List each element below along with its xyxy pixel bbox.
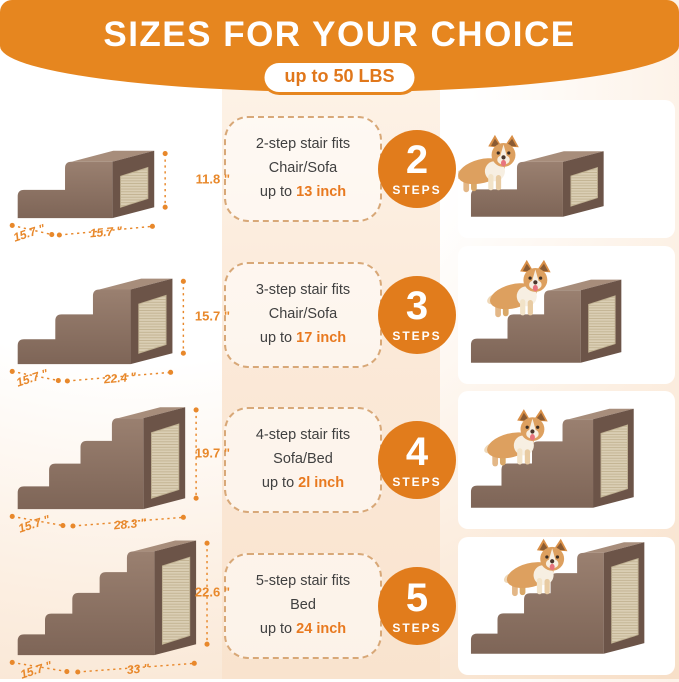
steps-count-badge: 2 STEPS: [378, 129, 456, 208]
stair-illustration: [2, 244, 230, 386]
size-rows: 11.8 " 15.7 " 15.7 " 2-step stair fits C…: [0, 96, 679, 681]
dog-on-stairs-photo: [458, 391, 675, 530]
fit-line-2: Chair/Sofa: [268, 305, 338, 322]
stair-illustration: [2, 535, 230, 677]
steps-count-badge: 5 STEPS: [378, 567, 456, 646]
header-banner: SIZES FOR YOUR CHOICE: [0, 0, 679, 92]
fit-height-highlight: 13 inch: [296, 183, 347, 200]
dog-stair-illustration: [458, 100, 675, 238]
height-dimension-label: 15.7 ": [194, 308, 230, 324]
dog-stair-illustration: [458, 246, 675, 384]
fit-line-1: 5-step stair fits: [255, 573, 351, 590]
fit-line-1: 3-step stair fits: [255, 281, 351, 298]
size-row-5-steps: 22.6 " 15.7 " 33 " 5-step stair fits Bed…: [0, 533, 679, 681]
fit-line-3: up to 2l inch: [261, 475, 345, 492]
width-dimension-label: 22.4 ": [103, 369, 137, 387]
fit-line-3: up to 13 inch: [259, 183, 347, 200]
fit-line-2: Bed: [290, 597, 316, 614]
fit-height-highlight: 24 inch: [296, 621, 347, 638]
fit-info-card: 4-step stair fits Sofa/Bed up to 2l inch: [224, 407, 382, 514]
product-photo-with-dimensions: 15.7 " 15.7 " 22.4 ": [2, 244, 230, 390]
steps-number: 5: [405, 575, 429, 620]
height-dimension-label: 22.6 ": [194, 584, 230, 600]
dog-on-stairs-photo: [458, 537, 675, 676]
product-photo-with-dimensions: 22.6 " 15.7 " 33 ": [2, 535, 230, 681]
steps-word: STEPS: [392, 183, 442, 198]
page-title: SIZES FOR YOUR CHOICE: [103, 15, 576, 54]
fit-line-3: up to 24 inch: [259, 621, 347, 638]
fit-line-2: Sofa/Bed: [273, 451, 333, 468]
size-row-2-steps: 11.8 " 15.7 " 15.7 " 2-step stair fits C…: [0, 96, 679, 244]
product-photo-with-dimensions: 19.7 " 15.7 " 28.3 ": [2, 389, 230, 536]
fit-height-highlight: 17 inch: [296, 329, 347, 346]
size-row-4-steps: 19.7 " 15.7 " 28.3 " 4-step stair fits S…: [0, 388, 679, 536]
height-dimension-label: 11.8 ": [195, 171, 230, 187]
steps-count-badge: 4 STEPS: [378, 421, 456, 500]
dog-stair-illustration: [458, 537, 675, 675]
dog-stair-illustration: [458, 391, 675, 529]
weight-badge: up to 50 LBS: [260, 59, 419, 95]
height-dimension-label: 19.7 ": [194, 445, 230, 461]
stair-illustration: [2, 98, 230, 240]
dog-on-stairs-photo: [458, 245, 675, 384]
fit-line-1: 4-step stair fits: [255, 427, 351, 444]
width-dimension-label: 28.3 ": [112, 515, 147, 533]
dog-on-stairs-photo: [458, 99, 675, 238]
width-dimension-label: 33 ": [126, 661, 150, 678]
fit-line-3: up to 17 inch: [259, 329, 347, 346]
fit-line-2: Chair/Sofa: [268, 159, 338, 176]
weight-badge-label: up to 50 LBS: [264, 62, 415, 92]
steps-word: STEPS: [392, 474, 442, 489]
stair-illustration: [2, 389, 230, 531]
fit-line-1: 2-step stair fits: [255, 135, 351, 152]
steps-word: STEPS: [392, 620, 442, 635]
steps-word: STEPS: [392, 329, 442, 344]
product-photo-with-dimensions: 11.8 " 15.7 " 15.7 ": [2, 98, 230, 244]
fit-info-card: 3-step stair fits Chair/Sofa up to 17 in…: [224, 261, 382, 368]
steps-count-badge: 3 STEPS: [378, 275, 456, 354]
steps-number: 4: [405, 429, 429, 474]
steps-number: 2: [405, 138, 429, 183]
steps-number: 3: [405, 284, 429, 329]
fit-info-card: 2-step stair fits Chair/Sofa up to 13 in…: [224, 115, 382, 222]
fit-height-highlight: 2l inch: [298, 475, 345, 492]
fit-info-card: 5-step stair fits Bed up to 24 inch: [224, 553, 382, 659]
size-row-3-steps: 15.7 " 15.7 " 22.4 " 3-step stair fits C…: [0, 242, 679, 390]
